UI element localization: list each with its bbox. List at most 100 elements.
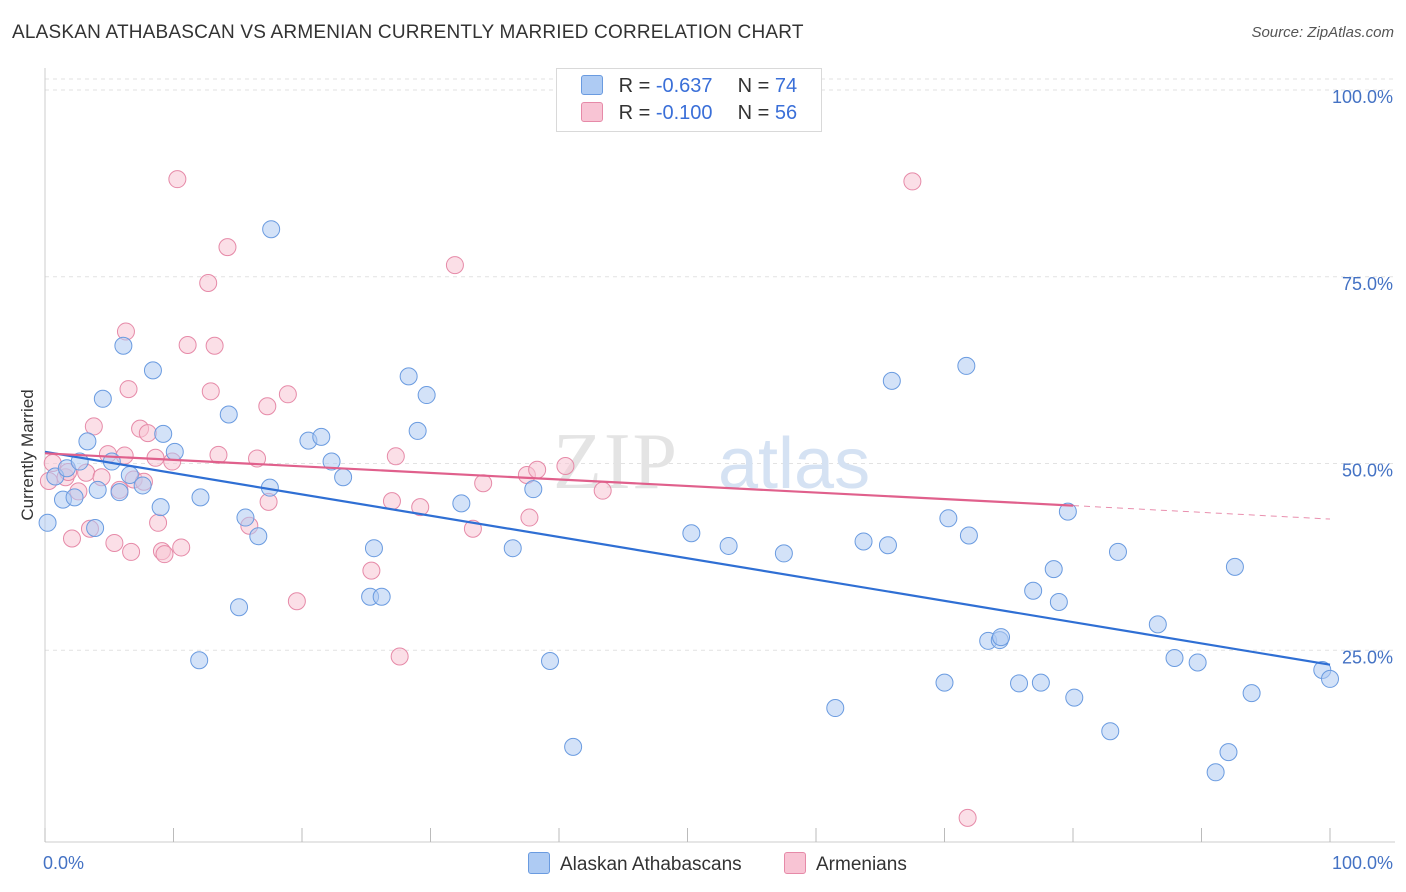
data-point-alaskan-athabascan	[1058, 502, 1077, 521]
data-point-armenian	[528, 460, 547, 479]
trend-line-armenian-extension	[1072, 505, 1331, 520]
data-point-armenian	[172, 538, 191, 557]
data-point-alaskan-athabascan	[143, 361, 162, 380]
data-point-alaskan-athabascan	[957, 356, 976, 375]
data-point-alaskan-athabascan	[38, 513, 57, 532]
chart-title: ALASKAN ATHABASCAN VS ARMENIAN CURRENTLY…	[12, 22, 804, 43]
y-tick-label: 75.0%	[1342, 274, 1393, 294]
data-point-armenian	[138, 424, 157, 443]
data-point-armenian	[119, 380, 138, 399]
y-tick-label: 25.0%	[1342, 647, 1393, 667]
legend-r-label: R =	[618, 75, 651, 97]
trend-line-alaskan-athabascan	[44, 450, 1331, 666]
data-point-alaskan-athabascan	[364, 539, 383, 558]
data-point-alaskan-athabascan	[959, 526, 978, 545]
trend-line-armenian	[44, 452, 1074, 507]
data-point-alaskan-athabascan	[854, 532, 873, 551]
data-point-alaskan-athabascan	[1225, 557, 1244, 576]
data-point-alaskan-athabascan	[1024, 581, 1043, 600]
data-point-alaskan-athabascan	[882, 371, 901, 390]
data-point-alaskan-athabascan	[541, 651, 560, 670]
data-point-armenian	[520, 508, 539, 527]
data-point-armenian	[382, 492, 401, 511]
data-point-alaskan-athabascan	[1206, 763, 1225, 782]
bottom-legend-label: Alaskan Athabascans	[560, 854, 742, 875]
data-point-alaskan-athabascan	[312, 427, 331, 446]
x-tick-label: 0.0%	[43, 853, 84, 873]
data-point-alaskan-athabascan	[78, 432, 97, 451]
data-point-alaskan-athabascan	[249, 527, 268, 546]
data-point-armenian	[122, 542, 141, 561]
data-point-alaskan-athabascan	[1031, 673, 1050, 692]
data-point-armenian	[155, 545, 174, 564]
data-point-alaskan-athabascan	[417, 386, 436, 405]
data-point-alaskan-athabascan	[826, 699, 845, 718]
data-point-alaskan-athabascan	[564, 737, 583, 756]
data-point-alaskan-athabascan	[1148, 615, 1167, 634]
data-point-alaskan-athabascan	[191, 488, 210, 507]
axes	[44, 68, 1395, 843]
legend-swatch-blue	[581, 75, 603, 95]
data-point-alaskan-athabascan	[114, 336, 133, 355]
data-point-alaskan-athabascan	[190, 651, 209, 670]
data-point-alaskan-athabascan	[262, 220, 281, 239]
data-point-alaskan-athabascan	[1010, 674, 1029, 693]
legend-r-value: -0.100	[655, 102, 713, 124]
data-point-alaskan-athabascan	[1219, 743, 1238, 762]
data-point-alaskan-athabascan	[399, 367, 418, 386]
data-point-alaskan-athabascan	[1044, 560, 1063, 579]
data-point-alaskan-athabascan	[151, 498, 170, 517]
legend-swatch-pink	[581, 102, 603, 122]
data-point-alaskan-athabascan	[774, 544, 793, 563]
data-point-armenian	[386, 447, 405, 466]
data-point-alaskan-athabascan	[110, 483, 129, 502]
y-tick-labels: 25.0% 50.0% 75.0% 100.0%	[1332, 87, 1393, 667]
data-point-armenian	[199, 274, 218, 293]
data-point-armenian	[958, 808, 977, 827]
legend-row-armenian: R = -0.100 N = 56	[581, 102, 797, 128]
bottom-legend-swatch-pink	[784, 852, 806, 874]
data-point-armenian	[62, 529, 81, 548]
bottom-legend-armenian: Armenians	[784, 852, 907, 876]
data-point-armenian	[593, 481, 612, 500]
legend-row-alaskan: R = -0.637 N = 74	[581, 75, 797, 101]
data-point-alaskan-athabascan	[93, 389, 112, 408]
bottom-legend-alaskan: Alaskan Athabascans	[528, 852, 742, 876]
bottom-legend-swatch-blue	[528, 852, 550, 874]
data-point-alaskan-athabascan	[408, 421, 427, 440]
data-point-alaskan-athabascan	[1101, 722, 1120, 741]
data-point-armenian	[362, 561, 381, 580]
data-point-armenian	[201, 382, 220, 401]
data-point-alaskan-athabascan	[165, 442, 184, 461]
data-point-armenian	[258, 397, 277, 416]
data-point-alaskan-athabascan	[1108, 542, 1127, 561]
data-point-armenian	[411, 498, 430, 517]
trend-lines	[44, 450, 1331, 666]
data-point-alaskan-athabascan	[154, 424, 173, 443]
data-point-alaskan-athabascan	[1242, 684, 1261, 703]
data-point-alaskan-athabascan	[219, 405, 238, 424]
data-point-alaskan-athabascan	[992, 628, 1011, 647]
data-point-alaskan-athabascan	[503, 539, 522, 558]
source-label: Source: ZipAtlas.com	[1251, 24, 1394, 41]
data-point-alaskan-athabascan	[1321, 669, 1339, 688]
series-points-alaskan-athabascans	[38, 220, 1339, 782]
data-point-armenian	[178, 336, 197, 355]
data-point-alaskan-athabascan	[1188, 653, 1207, 672]
data-point-alaskan-athabascan	[65, 488, 84, 507]
data-point-alaskan-athabascan	[719, 536, 738, 555]
data-point-armenian	[556, 457, 575, 476]
data-point-alaskan-athabascan	[878, 536, 897, 555]
data-point-armenian	[205, 336, 224, 355]
legend-n-value: 56	[774, 102, 798, 124]
data-point-armenian	[278, 385, 297, 404]
data-point-armenian	[105, 533, 124, 552]
data-point-armenian	[218, 238, 237, 257]
data-point-armenian	[168, 170, 187, 189]
watermark-zip: ZIP	[553, 418, 679, 506]
legend-n-label: N =	[737, 75, 770, 97]
data-point-alaskan-athabascan	[935, 673, 954, 692]
data-point-armenian	[903, 172, 922, 191]
data-point-alaskan-athabascan	[682, 524, 701, 543]
